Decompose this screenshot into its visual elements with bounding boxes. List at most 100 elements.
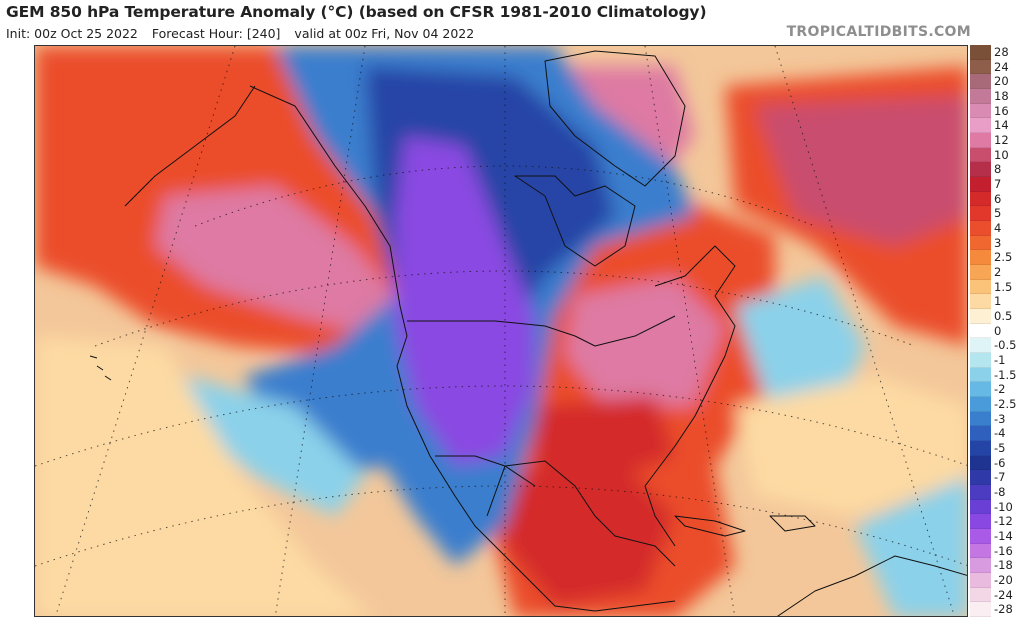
- light-blue-east-pacific: [185, 376, 365, 516]
- legend-label: -2.5: [994, 397, 1017, 411]
- legend-label: 5: [994, 206, 1002, 221]
- init-time: Init: 00z Oct 25 2022: [6, 26, 138, 41]
- legend-item: 4: [970, 221, 1022, 236]
- legend-item: -1.5: [970, 367, 1022, 383]
- legend-item: -18: [970, 558, 1022, 573]
- parallel-line: [194, 165, 816, 227]
- legend-swatch: [970, 353, 991, 368]
- legend-item: -14: [970, 529, 1022, 544]
- legend-item: -0.5: [970, 338, 1022, 353]
- legend-item: -6: [970, 455, 1022, 471]
- legend-label: 8: [994, 162, 1002, 177]
- legend-label: -5: [994, 441, 1006, 455]
- legend-label: 4: [994, 221, 1002, 235]
- legend-item: -10: [970, 499, 1022, 515]
- pink-anomaly-northeast: [565, 276, 725, 406]
- legend-label: 28: [994, 45, 1009, 59]
- legend-swatch: [970, 279, 991, 295]
- legend-label: -0.5: [994, 338, 1017, 353]
- legend-label: 7: [994, 177, 1002, 191]
- legend-swatch: [970, 221, 991, 236]
- legend-label: 20: [994, 74, 1009, 89]
- legend-swatch: [970, 441, 991, 456]
- legend-swatch: [970, 45, 991, 60]
- legend-swatch: [970, 543, 991, 559]
- legend-label: -8: [994, 485, 1006, 499]
- legend-item: 0.5: [970, 309, 1022, 324]
- legend-swatch: [970, 485, 991, 500]
- hawaii: [89, 355, 112, 381]
- legend-swatch: [970, 147, 991, 163]
- legend-item: 7: [970, 177, 1022, 192]
- legend-label: 0: [994, 323, 1002, 338]
- legend-item: 5: [970, 206, 1022, 221]
- forecast-info: Init: 00z Oct 25 2022 Forecast Hour: [24…: [6, 26, 484, 41]
- south-america-coast: [777, 555, 967, 616]
- legend-swatch: [970, 338, 991, 353]
- legend-item: 3: [970, 235, 1022, 251]
- legend-item: 8: [970, 162, 1022, 177]
- parallel-line: [94, 270, 916, 347]
- legend-item: -28: [970, 602, 1022, 617]
- legend-item: 1: [970, 294, 1022, 309]
- political-boundaries: [89, 50, 967, 616]
- legend-item: 2: [970, 265, 1022, 280]
- legend-item: -12: [970, 514, 1022, 529]
- hudson-bay: [514, 175, 636, 267]
- legend-label: -14: [994, 529, 1013, 543]
- legend-swatch: [970, 323, 991, 339]
- legend-item: 12: [970, 133, 1022, 148]
- legend-label: 1.5: [994, 279, 1013, 294]
- legend-swatch: [970, 265, 991, 280]
- legend-swatch: [970, 382, 991, 397]
- legend-item: -4: [970, 426, 1022, 441]
- legend-item: 1.5: [970, 279, 1022, 295]
- legend-item: -2: [970, 382, 1022, 397]
- legend-label: 16: [994, 103, 1009, 118]
- meridian-line: [774, 46, 955, 616]
- legend-item: -24: [970, 587, 1022, 603]
- us-mexico-border: [435, 455, 536, 487]
- legend-label: -18: [994, 558, 1013, 573]
- legend-swatch: [970, 103, 991, 119]
- hot-anomaly-southeast: [535, 396, 675, 486]
- anomaly-field: [35, 46, 967, 616]
- legend-swatch: [970, 455, 991, 471]
- legend-swatch: [970, 59, 991, 75]
- legend-swatch: [970, 602, 991, 617]
- north-america-coastline: [249, 85, 676, 612]
- meridian-line: [55, 46, 236, 616]
- legend-label: -1: [994, 353, 1006, 367]
- legend-item: 2.5: [970, 250, 1022, 265]
- legend-label: 2.5: [994, 250, 1013, 265]
- legend-swatch: [970, 294, 991, 309]
- legend-label: 10: [994, 147, 1009, 162]
- legend-item: 16: [970, 103, 1022, 119]
- legend-item: 18: [970, 89, 1022, 104]
- magenta-anomaly-atlantic: [755, 96, 967, 246]
- legend-label: -3: [994, 411, 1006, 426]
- pink-anomaly-north-pacific: [155, 186, 395, 336]
- legend-item: -20: [970, 573, 1022, 588]
- legend-item: 14: [970, 118, 1022, 133]
- legend-swatch: [970, 426, 991, 441]
- legend-item: -5: [970, 441, 1022, 456]
- violet-core: [395, 136, 535, 466]
- anomaly-map: [34, 45, 968, 617]
- legend-label: 24: [994, 59, 1009, 74]
- legend-item: -16: [970, 543, 1022, 559]
- legend-item: 0: [970, 323, 1022, 339]
- greenland: [544, 50, 686, 187]
- hispaniola: [769, 515, 816, 532]
- legend-swatch: [970, 177, 991, 192]
- legend-swatch: [970, 191, 991, 207]
- legend-label: 3: [994, 235, 1002, 250]
- legend-item: 20: [970, 74, 1022, 89]
- graticule: [35, 46, 967, 616]
- legend-swatch: [970, 499, 991, 515]
- legend-label: -28: [994, 602, 1013, 617]
- legend-label: -4: [994, 426, 1006, 441]
- color-legend: 28 24 20 18 16 14 12 10 8 7 6 5 4 3 2.5 2 1.5 1 0.5 0 -0.5 -1…: [970, 45, 1022, 617]
- pale-subtropical-atlantic: [735, 376, 967, 516]
- legend-swatch: [970, 118, 991, 133]
